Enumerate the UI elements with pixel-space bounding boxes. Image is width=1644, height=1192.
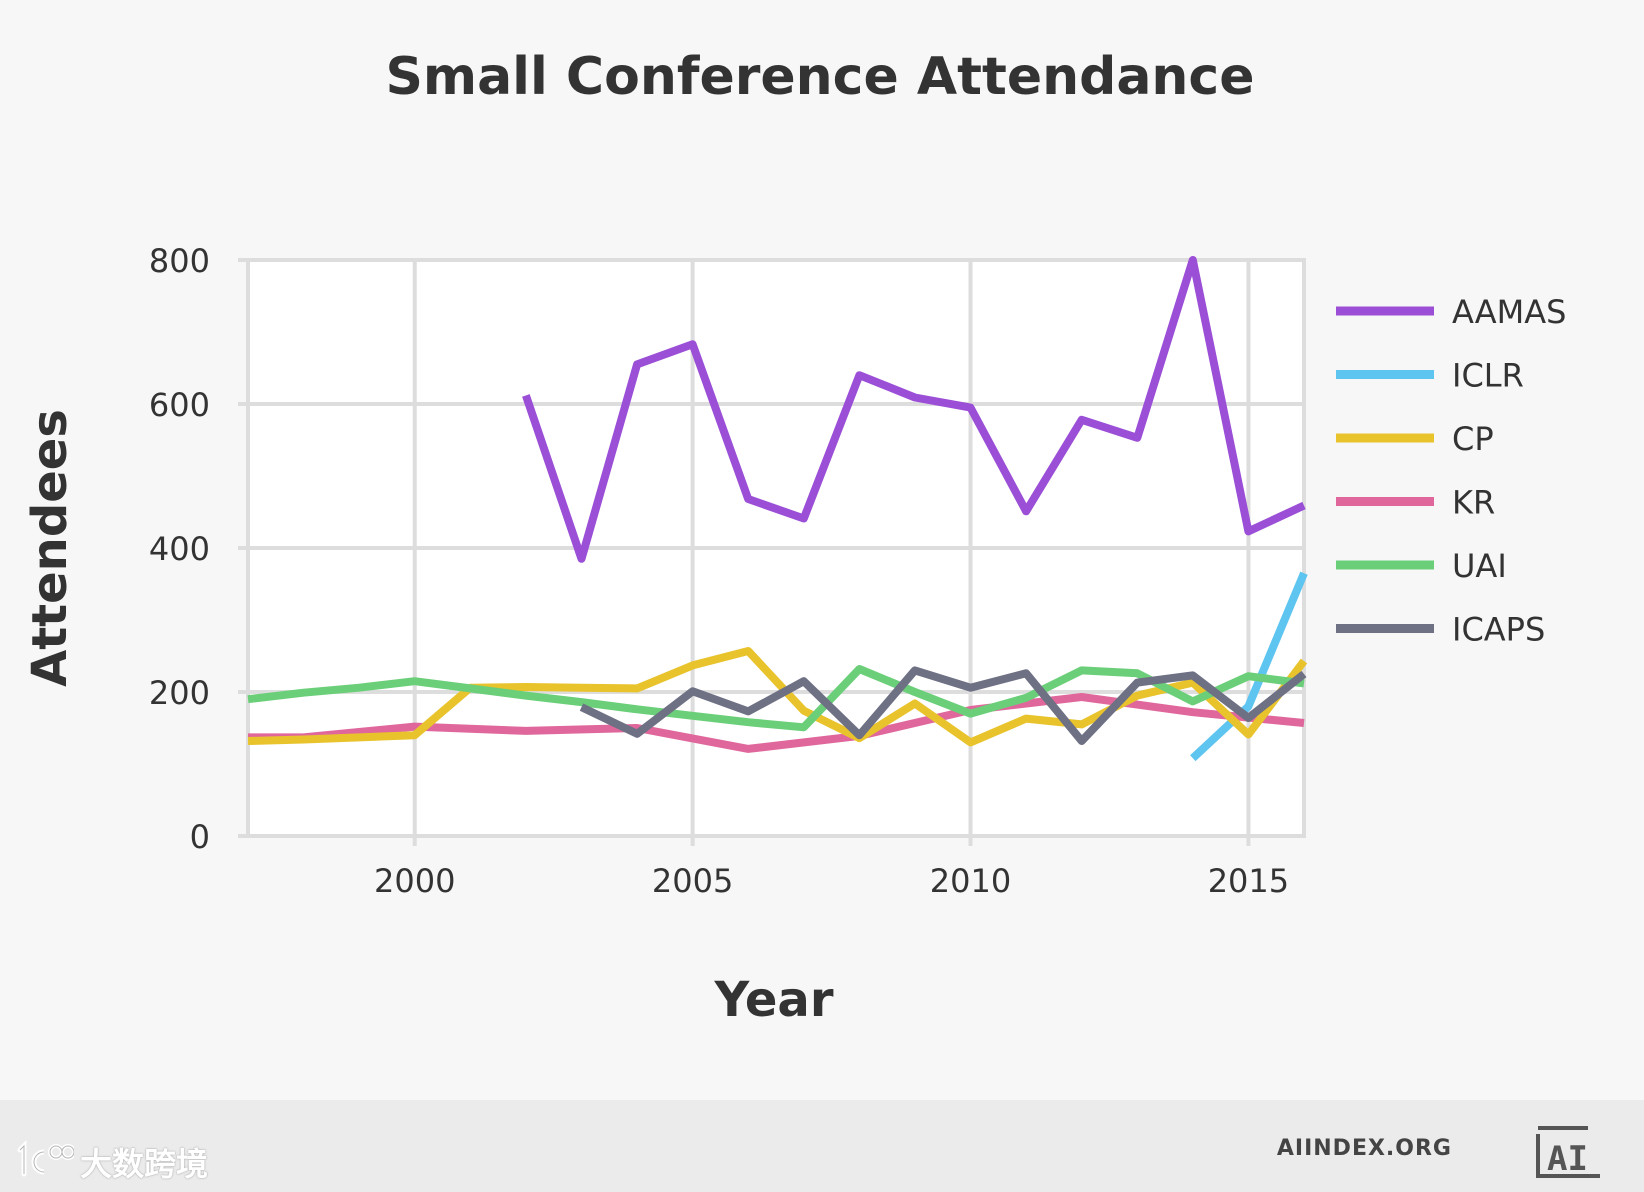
- y-tick-label: 800: [149, 242, 210, 280]
- y-tick-label: 0: [190, 818, 210, 856]
- legend-label: KR: [1452, 484, 1495, 522]
- footer-bar: [0, 1100, 1644, 1192]
- series-line-iclr: [1190, 571, 1308, 762]
- x-tick-label: 2000: [374, 862, 455, 900]
- x-tick-label: 2005: [652, 862, 733, 900]
- watermark-text: 大数跨境: [80, 1145, 209, 1183]
- legend: AAMAS ICLR CP KR UAI ICAPS: [1336, 293, 1566, 649]
- site-label: AIINDEX.ORG: [1276, 1136, 1452, 1161]
- legend-item-cp: CP: [1336, 420, 1494, 458]
- y-axis-label: Attendees: [22, 409, 78, 687]
- watermark-logo-icon: [14, 1140, 74, 1184]
- legend-label: AAMAS: [1452, 293, 1566, 331]
- chart-title: Small Conference Attendance: [385, 47, 1254, 107]
- legend-item-kr: KR: [1336, 484, 1495, 522]
- legend-item-uai: UAI: [1336, 547, 1507, 585]
- series-lines: [247, 256, 1308, 762]
- chart: Small Conference Attendance 0 200 400 600 80…: [22, 47, 1566, 1028]
- legend-label: ICLR: [1452, 357, 1524, 395]
- x-axis-label: Year: [714, 972, 834, 1028]
- series-line-icaps: [579, 666, 1307, 745]
- y-tick-label: 200: [149, 674, 210, 712]
- y-tick-label: 400: [149, 530, 210, 568]
- ai-logo-text: AI: [1547, 1139, 1588, 1179]
- legend-item-iclr: ICLR: [1336, 357, 1524, 395]
- x-tick-label: 2010: [930, 862, 1011, 900]
- series-line-cp: [247, 647, 1308, 747]
- x-axis-ticks: 2000 2005 2010 2015: [374, 862, 1289, 900]
- series-line-aamas: [522, 256, 1306, 563]
- legend-label: UAI: [1452, 547, 1507, 585]
- legend-item-icaps: ICAPS: [1336, 611, 1545, 649]
- x-tick-label: 2015: [1208, 862, 1289, 900]
- series-line-uai: [247, 665, 1305, 732]
- legend-label: ICAPS: [1452, 611, 1545, 649]
- ai-index-logo: AI: [1534, 1124, 1604, 1180]
- y-axis-ticks: 0 200 400 600 800: [149, 242, 210, 856]
- watermark: 大数跨境: [14, 1138, 208, 1186]
- legend-item-aamas: AAMAS: [1336, 293, 1566, 331]
- legend-label: CP: [1452, 420, 1494, 458]
- y-tick-label: 600: [149, 386, 210, 424]
